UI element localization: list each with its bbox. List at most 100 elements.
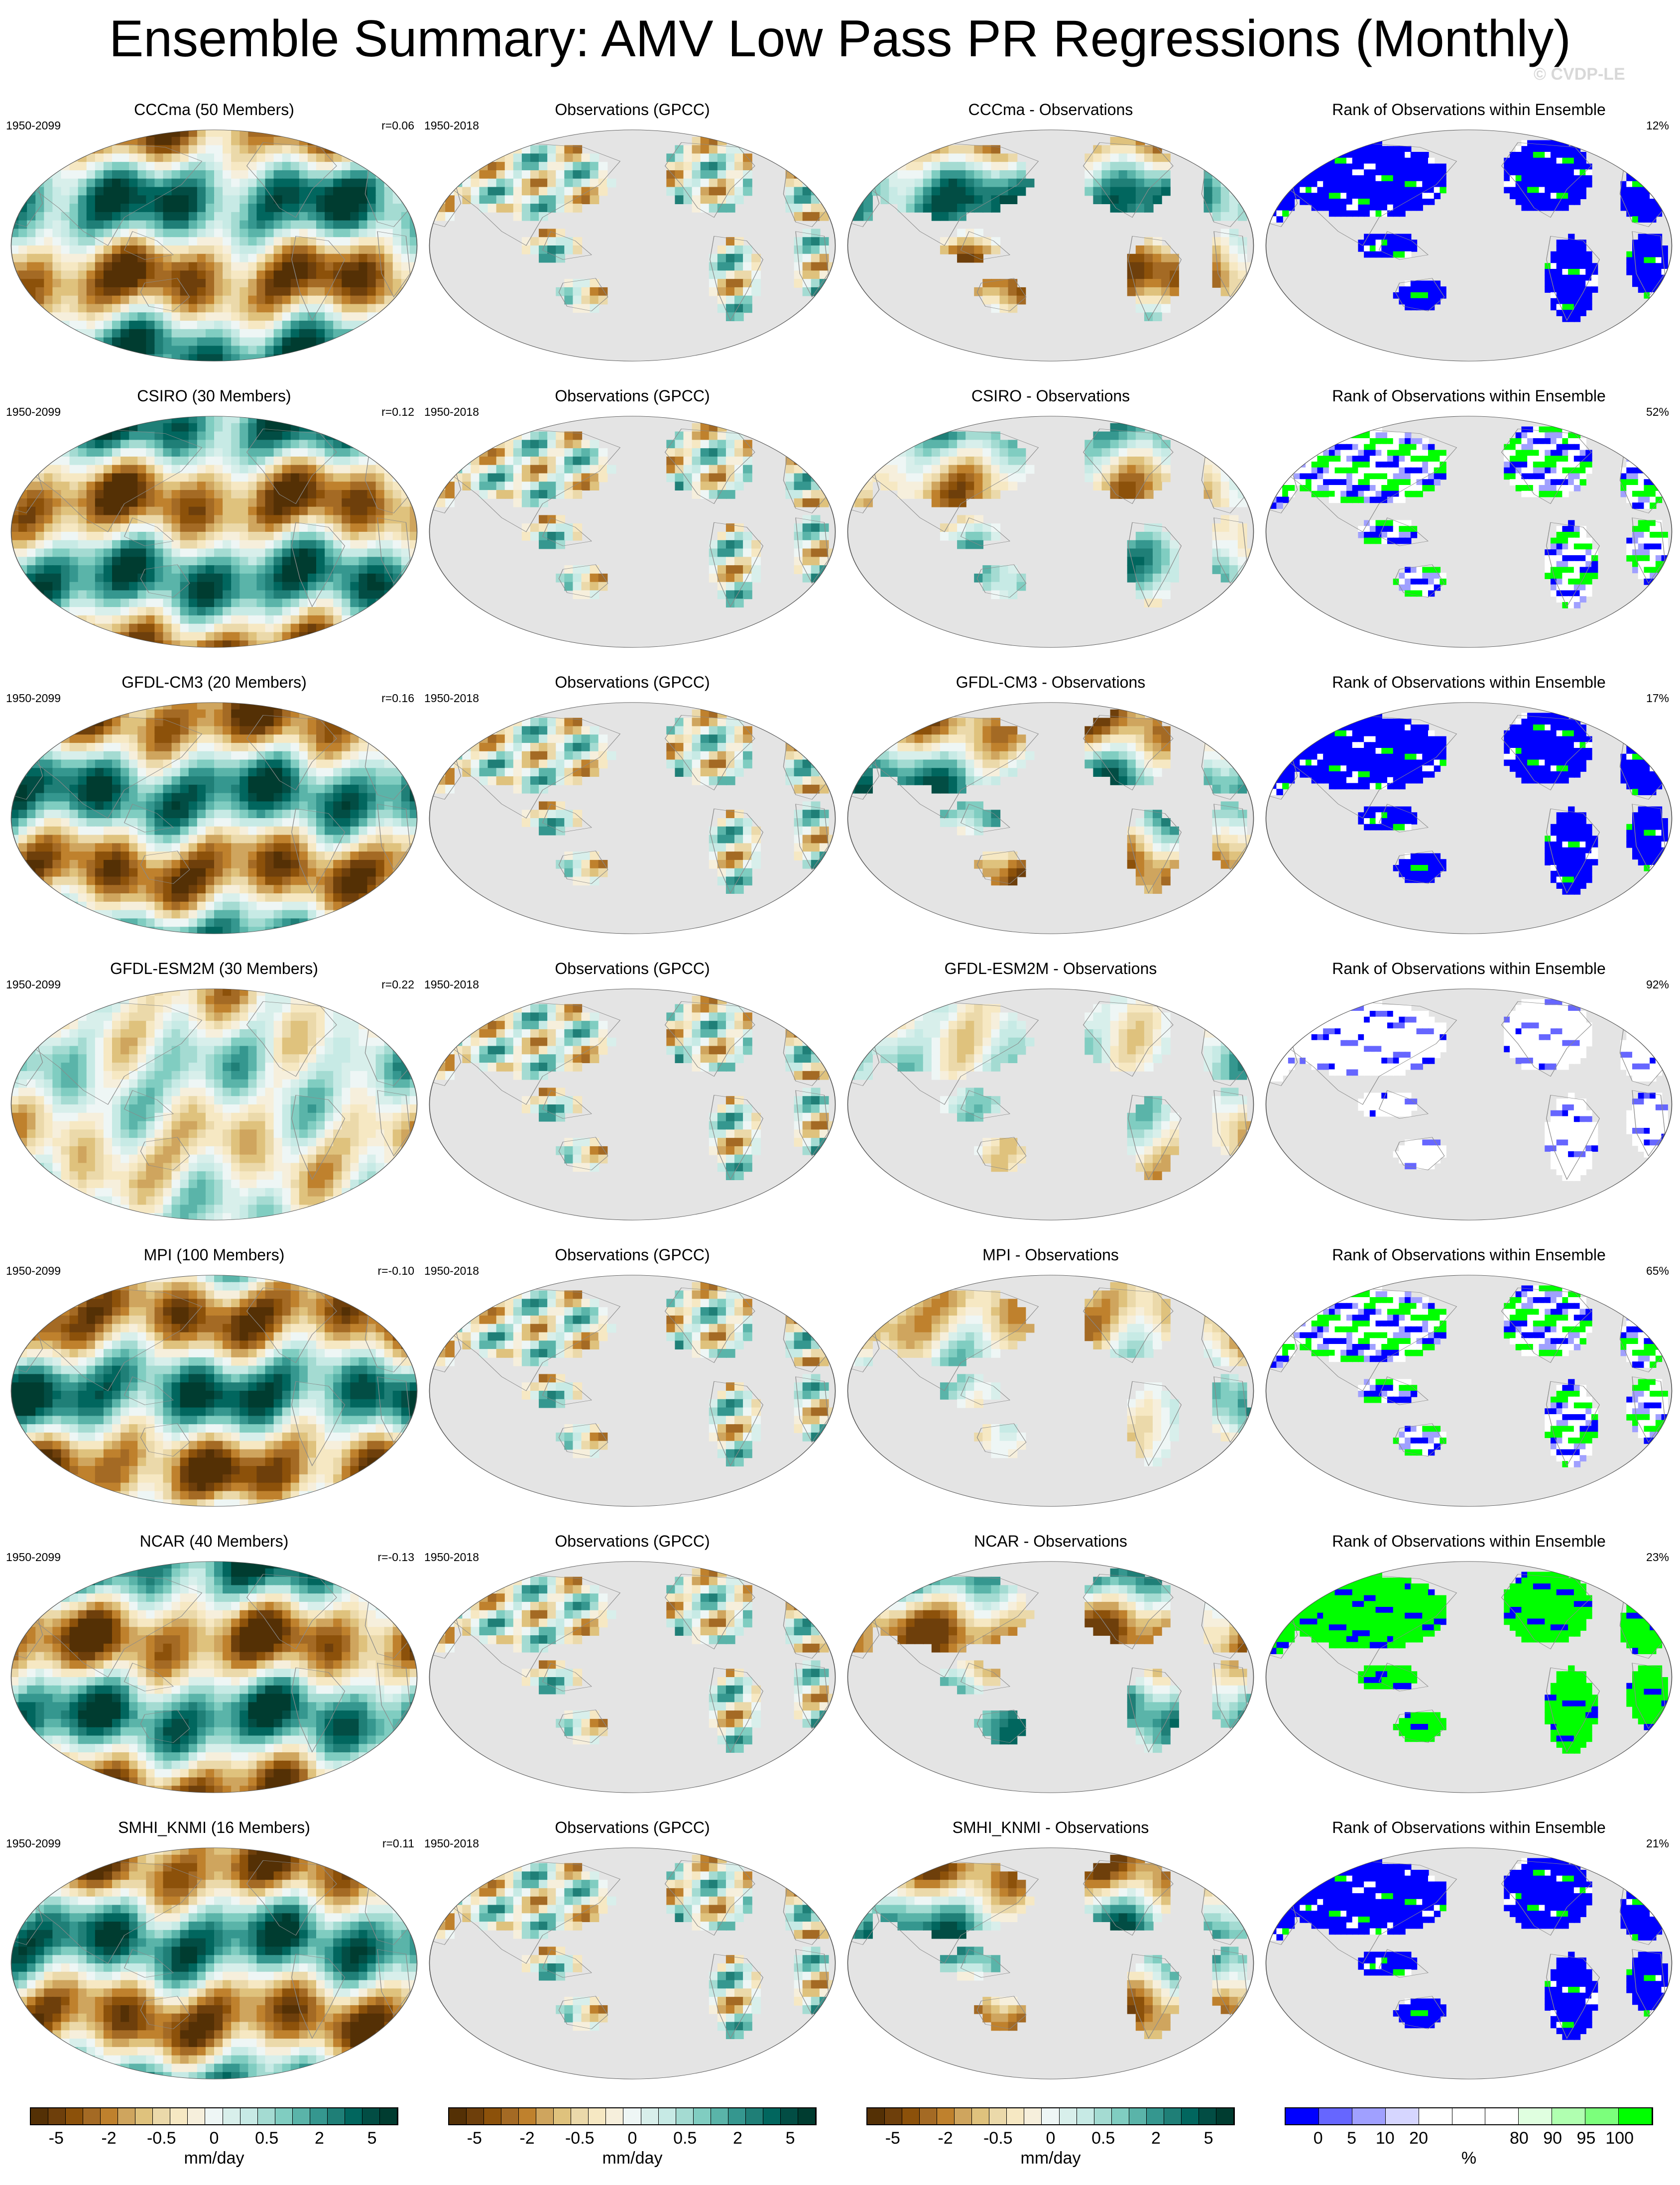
colorbar-swatch xyxy=(641,2108,659,2124)
rank-panel-title: Rank of Observations within Ensemble xyxy=(1265,1245,1673,1265)
colorbar-tick-label: 20 xyxy=(1396,2128,1441,2148)
ensemble-panel-title: GFDL-ESM2M (30 Members) xyxy=(10,959,418,978)
colorbar-tick-label: 5 xyxy=(768,2128,813,2148)
observations-panel-title: Observations (GPCC) xyxy=(428,1818,837,1837)
colorbar-swatch xyxy=(223,2108,240,2124)
colorbar-tick-label: 5 xyxy=(350,2128,394,2148)
difference-panel-title: MPI - Observations xyxy=(846,1245,1255,1265)
colorbar-swatch xyxy=(1164,2108,1182,2124)
colorbar-tick-label: -5 xyxy=(34,2128,79,2148)
observations-years-label: 1950-2018 xyxy=(424,977,479,991)
rank-map-row-6 xyxy=(1265,1561,1673,1793)
colorbar-swatch xyxy=(379,2108,397,2124)
colorbar-swatch xyxy=(83,2108,101,2124)
rank-panel-title: Rank of Observations within Ensemble xyxy=(1265,1531,1673,1551)
ens-map-row-5 xyxy=(10,1275,418,1507)
colorbar-swatch xyxy=(745,2108,763,2124)
colorbar-tick-label: 80 xyxy=(1497,2128,1542,2148)
colorbar-tick-label: 5 xyxy=(1329,2128,1374,2148)
colorbar-tick-label: -0.5 xyxy=(975,2128,1020,2148)
rank-percent-label: 52% xyxy=(1589,405,1669,419)
observations-panel-title: Observations (GPCC) xyxy=(428,672,837,692)
colorbar-swatch xyxy=(972,2108,990,2124)
rank-map-row-2 xyxy=(1265,416,1673,648)
colorbar-tick-label: 10 xyxy=(1363,2128,1408,2148)
colorbar-swatch xyxy=(867,2108,885,2124)
difference-panel-title: CCCma - Observations xyxy=(846,100,1255,120)
observations-years-label: 1950-2018 xyxy=(424,405,479,419)
colorbar-swatch xyxy=(554,2108,572,2124)
difference-panel-title: GFDL-ESM2M - Observations xyxy=(846,959,1255,978)
rank-panel-title: Rank of Observations within Ensemble xyxy=(1265,959,1673,978)
colorbar-swatch xyxy=(1007,2108,1025,2124)
colorbar-swatch xyxy=(780,2108,798,2124)
colorbar-swatch xyxy=(1619,2108,1652,2124)
rank-percent-label: 21% xyxy=(1589,1836,1669,1850)
colorbar-swatch xyxy=(257,2108,275,2124)
colorbar-tick-label: 0 xyxy=(610,2128,655,2148)
colorbar-swatch xyxy=(606,2108,624,2124)
colorbar-swatch xyxy=(48,2108,66,2124)
colorbar-swatch xyxy=(449,2108,467,2124)
difference-panel-title: GFDL-CM3 - Observations xyxy=(846,672,1255,692)
obs-map-row-2 xyxy=(429,416,836,648)
figure-title: Ensemble Summary: AMV Low Pass PR Regres… xyxy=(0,9,1680,69)
colorbar-tick-label: 100 xyxy=(1597,2128,1642,2148)
difference-panel-title: CSIRO - Observations xyxy=(846,386,1255,406)
obs-map-row-6 xyxy=(429,1561,836,1793)
colorbar-swatch xyxy=(467,2108,484,2124)
colorbar-tick-label: 0 xyxy=(192,2128,237,2148)
colorbar-swatch xyxy=(1385,2108,1419,2124)
colorbar-tick-label: -2 xyxy=(87,2128,131,2148)
ensemble-panel-title: CCCma (50 Members) xyxy=(10,100,418,120)
observations-years-label: 1950-2018 xyxy=(424,119,479,132)
rank-map-row-7 xyxy=(1265,1847,1673,2079)
pattern-correlation-label: r=-0.10 xyxy=(335,1264,414,1278)
colorbar-swatch xyxy=(1552,2108,1586,2124)
colorbar-tick-label: 0.5 xyxy=(1081,2128,1126,2148)
colorbar-swatch xyxy=(1146,2108,1164,2124)
observations-panel-title: Observations (GPCC) xyxy=(428,1245,837,1265)
colorbar-tick-label: -2 xyxy=(923,2128,968,2148)
pr-colorbar-1 xyxy=(30,2107,398,2125)
colorbar-swatch xyxy=(1181,2108,1199,2124)
ensemble-years-label: 1950-2099 xyxy=(6,1550,61,1564)
colorbar-swatch xyxy=(1129,2108,1147,2124)
colorbar-swatch xyxy=(240,2108,258,2124)
observations-panel-title: Observations (GPCC) xyxy=(428,959,837,978)
colorbar-swatch xyxy=(728,2108,746,2124)
colorbar-swatch xyxy=(623,2108,641,2124)
colorbar-swatch xyxy=(1286,2108,1319,2124)
obs-map-row-5 xyxy=(429,1275,836,1507)
colorbar-unit-label: mm/day xyxy=(139,2148,289,2168)
rank-panel-title: Rank of Observations within Ensemble xyxy=(1265,1818,1673,1837)
colorbar-swatch xyxy=(118,2108,136,2124)
pattern-correlation-label: r=-0.13 xyxy=(335,1550,414,1564)
colorbar-tick-label: -0.5 xyxy=(557,2128,602,2148)
ensemble-panel-title: CSIRO (30 Members) xyxy=(10,386,418,406)
ensemble-years-label: 1950-2099 xyxy=(6,691,61,705)
colorbar-swatch xyxy=(170,2108,188,2124)
colorbar-tick-label: 0 xyxy=(1028,2128,1073,2148)
colorbar-tick-label: 2 xyxy=(1133,2128,1178,2148)
diff-map-row-4 xyxy=(847,988,1254,1220)
colorbar-swatch xyxy=(676,2108,694,2124)
colorbar-swatch xyxy=(1585,2108,1619,2124)
colorbar-swatch xyxy=(798,2108,816,2124)
colorbar-unit-label: mm/day xyxy=(558,2148,707,2168)
colorbar-swatch xyxy=(763,2108,781,2124)
observations-years-label: 1950-2018 xyxy=(424,1836,479,1850)
colorbar-swatch xyxy=(885,2108,903,2124)
colorbar-tick-label: 2 xyxy=(297,2128,342,2148)
rank-colorbar-4 xyxy=(1285,2107,1653,2125)
colorbar-swatch xyxy=(484,2108,502,2124)
colorbar-swatch xyxy=(519,2108,537,2124)
colorbar-swatch xyxy=(1042,2108,1060,2124)
colorbar-swatch xyxy=(1199,2108,1216,2124)
observations-years-label: 1950-2018 xyxy=(424,1264,479,1278)
colorbar-swatch xyxy=(205,2108,223,2124)
ensemble-panel-title: GFDL-CM3 (20 Members) xyxy=(10,672,418,692)
colorbar-tick-label: -0.5 xyxy=(139,2128,184,2148)
colorbar-swatch xyxy=(955,2108,972,2124)
rank-panel-title: Rank of Observations within Ensemble xyxy=(1265,672,1673,692)
